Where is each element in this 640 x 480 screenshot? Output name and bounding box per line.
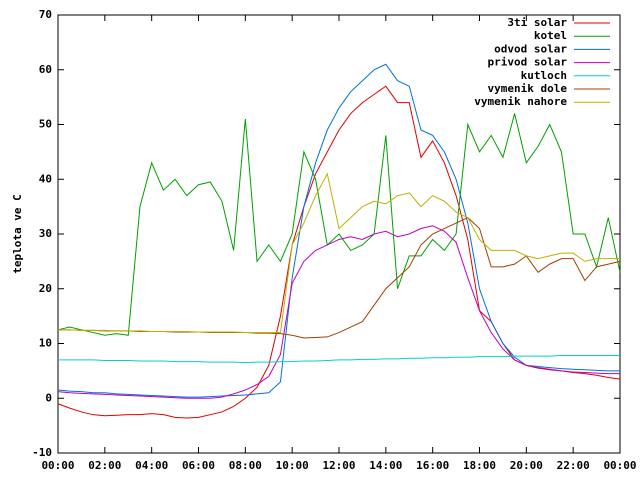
y-tick-label: 20 bbox=[39, 282, 52, 295]
y-tick-label: 70 bbox=[39, 8, 52, 21]
y-tick-label: 40 bbox=[39, 172, 52, 185]
x-tick-label: 08:00 bbox=[229, 459, 262, 472]
legend-label: 3ti solar bbox=[507, 16, 567, 29]
series-line bbox=[57, 63, 620, 398]
series-line bbox=[57, 113, 621, 336]
x-tick-label: 16:00 bbox=[416, 459, 449, 472]
x-tick-label: 12:00 bbox=[322, 459, 355, 472]
x-tick-label: 18:00 bbox=[463, 459, 496, 472]
x-tick-label: 00:00 bbox=[603, 459, 636, 472]
series-line bbox=[57, 85, 621, 419]
legend-label: kotel bbox=[534, 29, 567, 42]
series-line bbox=[58, 172, 620, 334]
y-tick-label: 30 bbox=[39, 227, 52, 240]
y-tick-label: 0 bbox=[45, 391, 52, 404]
series-line bbox=[57, 225, 620, 399]
legend-label: kutloch bbox=[521, 69, 567, 82]
y-tick-label: 50 bbox=[39, 118, 52, 131]
y-tick-label: -10 bbox=[32, 446, 52, 459]
y-tick-label: 60 bbox=[39, 63, 52, 76]
legend-label: privod solar bbox=[488, 56, 568, 69]
series-line bbox=[58, 355, 620, 364]
y-tick-label: 10 bbox=[39, 337, 52, 350]
y-axis-label: teplota ve C bbox=[11, 194, 24, 273]
x-tick-label: 04:00 bbox=[135, 459, 168, 472]
series-line bbox=[58, 216, 621, 339]
x-tick-label: 10:00 bbox=[276, 459, 309, 472]
x-tick-label: 14:00 bbox=[369, 459, 402, 472]
x-tick-label: 22:00 bbox=[557, 459, 590, 472]
x-tick-label: 02:00 bbox=[88, 459, 121, 472]
legend-label: vymenik dole bbox=[488, 82, 568, 95]
legend-label: odvod solar bbox=[494, 42, 567, 55]
x-tick-label: 00:00 bbox=[41, 459, 74, 472]
legend-label: vymenik nahore bbox=[474, 95, 567, 108]
x-tick-label: 06:00 bbox=[182, 459, 215, 472]
x-tick-label: 20:00 bbox=[510, 459, 543, 472]
